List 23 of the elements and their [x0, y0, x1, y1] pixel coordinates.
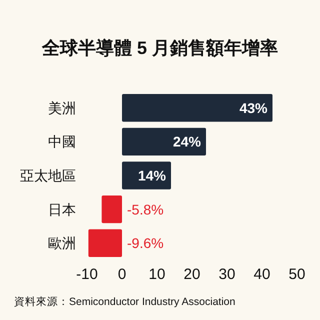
data-label: 43%: [239, 100, 268, 116]
x-tick-label: 10: [148, 266, 166, 283]
bar: [122, 128, 206, 156]
bar: [122, 94, 272, 122]
x-tick-label: 50: [288, 266, 306, 283]
data-label: 24%: [172, 134, 202, 150]
x-tick-label: 0: [118, 266, 126, 283]
x-tick-label: 40: [254, 266, 270, 283]
data-label: -5.8%: [127, 201, 164, 218]
y-tick-label: 歐洲: [48, 235, 76, 252]
y-tick-label: 亞太地區: [20, 168, 76, 184]
bar: [102, 195, 122, 224]
y-tick-label: 日本: [48, 201, 76, 218]
data-label: 14%: [138, 168, 167, 184]
y-tick-label: 美洲: [48, 100, 76, 116]
source-note: 資料來源：Semiconductor Industry Association: [14, 295, 236, 308]
x-tick-label: 20: [184, 266, 200, 283]
x-tick-label: -10: [76, 266, 98, 283]
y-tick-label: 中國: [48, 134, 76, 150]
chart-title: 全球半導體 5 月銷售額年增率: [40, 38, 278, 58]
bar: [88, 229, 122, 257]
data-label: -9.6%: [127, 235, 164, 252]
x-tick-label: 30: [218, 266, 236, 283]
